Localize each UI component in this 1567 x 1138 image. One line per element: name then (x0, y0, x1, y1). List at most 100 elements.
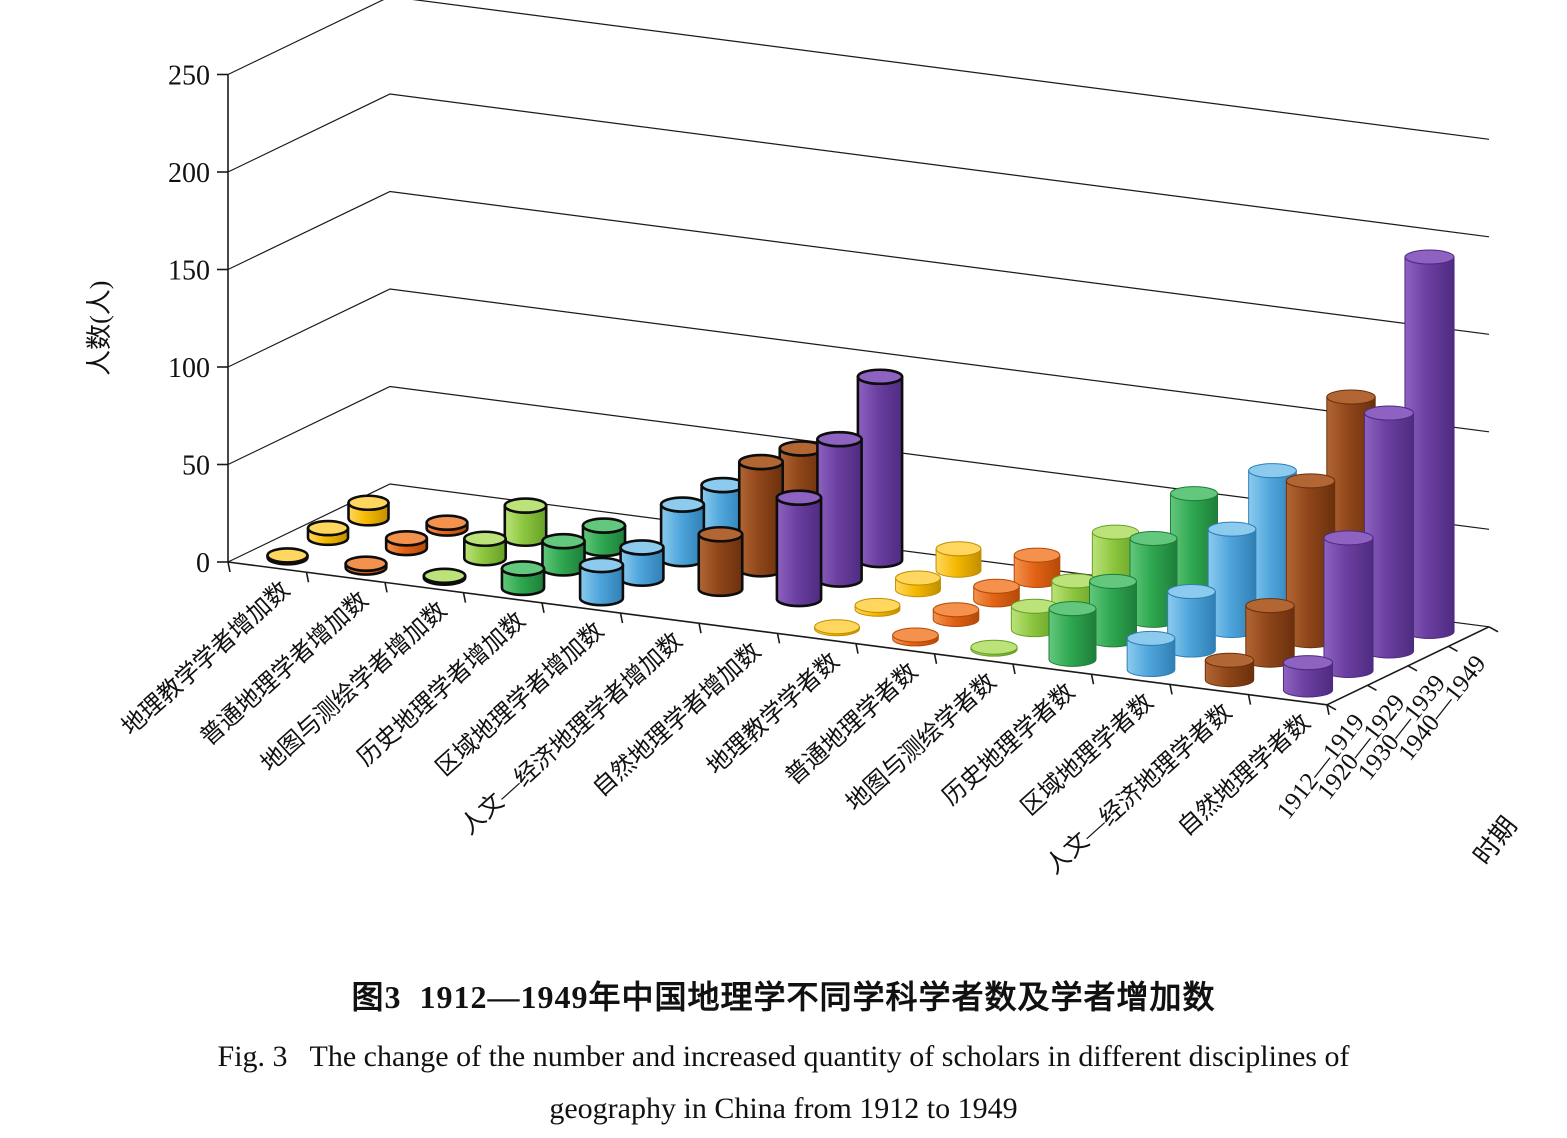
cylinder-top (1204, 652, 1255, 668)
category-tick (1326, 704, 1330, 715)
cylinder-top (1323, 530, 1374, 546)
bar-普通地理学者数-1940—1949 (1013, 547, 1061, 588)
category-tick (933, 653, 938, 664)
category-tick (305, 572, 310, 583)
cylinder-body (775, 496, 823, 608)
cylinder-top (462, 530, 507, 548)
cylinder-top (306, 519, 350, 537)
cylinder-top (814, 619, 860, 635)
bar-人文—经济地理学者增加数-1930—1939 (737, 453, 785, 578)
bar-人文—经济地理学者数-1920—1929 (1245, 598, 1295, 668)
bar-地理教学学者数-1930—1939 (895, 570, 941, 598)
cylinder-top (1404, 249, 1455, 265)
cylinder-top (1248, 463, 1297, 479)
bar-普通地理学者数-1930—1939 (973, 578, 1020, 608)
cylinder-body (1048, 608, 1097, 667)
bar-普通地理学者增加数-1930—1939 (425, 514, 469, 537)
bar-普通地理学者数-1912—1919 (892, 627, 939, 647)
cylinder-top (425, 514, 469, 532)
cylinder-top (659, 496, 706, 513)
cylinder-top (619, 539, 665, 556)
category-label: 普通地理学者增加数 (195, 587, 374, 752)
bar-地理教学学者数-1940—1949 (935, 541, 982, 578)
bar-自然地理学者增加数-1930—1939 (816, 430, 863, 588)
category-tick (462, 592, 467, 603)
bar-历史地理学者数-1912—1919 (1048, 601, 1097, 667)
bar-自然地理学者数-1912—1919 (1282, 655, 1334, 698)
bar-区域地理学者增加数-1930—1939 (659, 496, 706, 568)
category-label: 区域地理学者增加数 (431, 617, 610, 782)
gridline-100 (227, 288, 1490, 433)
period-tick (1407, 665, 1418, 672)
cylinder-top (856, 368, 904, 386)
bar-自然地理学者增加数-1920—1929 (775, 489, 823, 608)
cylinder-top (500, 560, 546, 577)
bar-区域地理学者数-1930—1939 (1207, 521, 1257, 639)
category-tick (384, 582, 388, 593)
category-tick (1012, 663, 1016, 675)
cylinder-top (1089, 573, 1137, 589)
bar-普通地理学者增加数-1920—1929 (384, 529, 429, 557)
bar-地理教学学者数-1912—1919 (814, 619, 860, 637)
cylinder-top (1048, 601, 1097, 617)
cylinder-top (541, 532, 586, 550)
cylinder-top (1363, 405, 1415, 421)
bar-自然地理学者增加数-1940—1949 (856, 368, 904, 569)
cylinder-top (1126, 630, 1176, 646)
caption-chinese: 图3 1912—1949年中国地理学不同学科学者数及学者增加数 (351, 979, 1216, 1015)
cylinder-top (973, 578, 1020, 594)
caption-english-line2: geography in China from 1912 to 1949 (549, 1092, 1018, 1125)
period-tick (1488, 626, 1499, 633)
cylinder-top (1207, 521, 1257, 537)
bar-人文—经济地理学者数-1912—1919 (1204, 652, 1255, 688)
cylinder-top (895, 570, 941, 586)
gridline-250 (227, 0, 1490, 140)
bar-地图与测绘学者增加数-1930—1939 (503, 497, 548, 548)
bar-区域地理学者数-1912—1919 (1126, 630, 1176, 678)
bar-人文—经济地理学者增加数-1920—1929 (697, 525, 744, 598)
cylinder-top (1129, 530, 1178, 546)
bar-历史地理学者增加数-1912—1919 (500, 560, 546, 597)
y-tick-label: 100 (168, 353, 210, 384)
bar-区域地理学者数-1940—1949 (1248, 463, 1297, 619)
bar-普通地理学者增加数-1912—1919 (344, 555, 388, 576)
cylinder-top (737, 453, 785, 471)
cylinder-top (1282, 655, 1334, 671)
bar-区域地理学者数-1920—1929 (1167, 584, 1216, 658)
cylinder-top (503, 497, 548, 514)
bar-区域地理学者增加数-1912—1919 (578, 556, 625, 607)
bar-历史地理学者增加数-1920—1929 (541, 532, 586, 577)
bar-自然地理学者数-1920—1929 (1323, 530, 1374, 678)
cylinder-top (935, 541, 982, 557)
category-label: 自然地理学者增加数 (588, 638, 767, 803)
gridline-200 (227, 93, 1490, 238)
cylinder-top (816, 430, 863, 448)
gridline-50 (227, 385, 1490, 530)
bar-历史地理学者增加数-1930—1939 (581, 517, 627, 558)
y-tick-label: 0 (196, 548, 210, 579)
caption-english-line1: Fig. 3 The change of the number and incr… (217, 1040, 1350, 1073)
bar-地理教学学者增加数-1920—1929 (306, 519, 350, 547)
cylinder-top (578, 556, 625, 574)
y-tick-label: 200 (168, 158, 210, 189)
cylinder-top (1326, 389, 1376, 405)
category-tick (1247, 694, 1252, 705)
y-axis-title: 人数(人) (85, 281, 114, 376)
cylinder-body (816, 437, 863, 588)
bar-自然地理学者数-1940—1949 (1404, 249, 1455, 639)
cylinder-body (1323, 537, 1374, 678)
cylinder-top (970, 639, 1018, 655)
cylinder-top (581, 517, 627, 534)
cylinder-top (1013, 547, 1061, 563)
category-tick (619, 612, 624, 624)
y-tick-label: 150 (168, 256, 210, 287)
bar-历史地理学者数-1920—1929 (1089, 573, 1137, 648)
period-tick (1448, 645, 1458, 652)
cylinder-top (422, 567, 467, 585)
cylinder-top (854, 597, 901, 613)
category-tick (855, 643, 859, 654)
category-tick (698, 623, 702, 634)
cylinder-top (1245, 598, 1295, 614)
bar-区域地理学者增加数-1920—1929 (619, 539, 665, 587)
